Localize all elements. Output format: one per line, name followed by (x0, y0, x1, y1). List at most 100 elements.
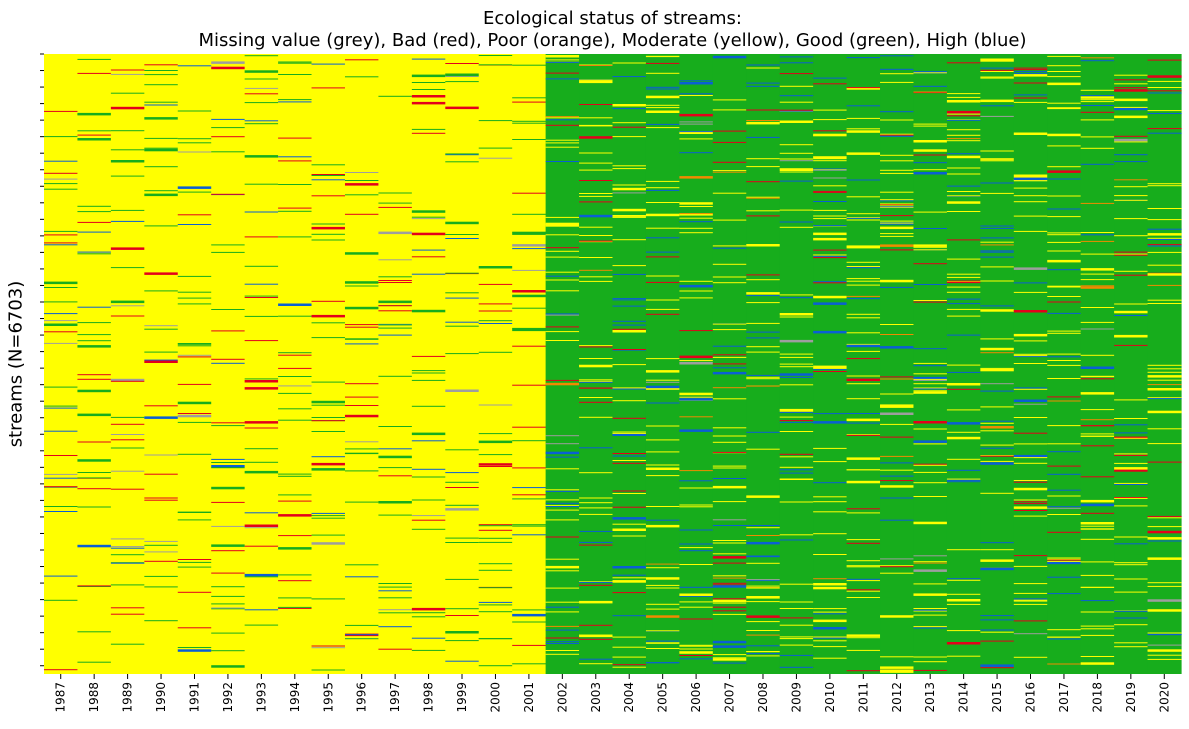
stream-stripe (478, 604, 513, 606)
stream-stripe (545, 279, 580, 281)
stream-stripe (880, 249, 915, 251)
stream-stripe (779, 313, 814, 316)
stream-stripe (445, 578, 480, 580)
stream-stripe (779, 376, 814, 378)
stream-stripe (880, 558, 915, 560)
stream-stripe (44, 287, 79, 288)
stream-stripe (612, 592, 647, 594)
stream-stripe (779, 666, 814, 668)
stream-stripe (813, 130, 848, 132)
stream-stripe (880, 111, 915, 113)
stream-stripe (645, 308, 680, 310)
stream-stripe (846, 422, 881, 424)
stream-stripe (545, 490, 580, 492)
stream-stripe (512, 498, 547, 500)
stream-stripe (679, 529, 714, 531)
stream-stripe (545, 139, 580, 141)
stream-stripe (77, 211, 112, 213)
stream-stripe (110, 209, 145, 211)
stream-stripe (645, 86, 680, 88)
stream-stripe (712, 658, 747, 661)
stream-stripe (579, 80, 614, 84)
stream-stripe (1047, 576, 1082, 578)
stream-stripe (579, 387, 614, 389)
stream-stripe (779, 73, 814, 75)
stream-stripe (846, 213, 881, 215)
stream-stripe (579, 358, 614, 359)
stream-stripe (679, 206, 714, 207)
stream-stripe (846, 57, 881, 59)
stream-stripe (1080, 378, 1115, 380)
stream-stripe (1147, 364, 1182, 366)
stream-stripe (779, 624, 814, 626)
stream-stripe (679, 213, 714, 215)
stream-stripe (177, 511, 212, 513)
stream-stripe (1047, 364, 1082, 366)
stream-stripe (77, 322, 112, 324)
stream-stripe (144, 473, 179, 475)
stream-stripe (545, 653, 580, 655)
stream-stripe (211, 608, 246, 610)
stream-stripe (144, 117, 179, 120)
stream-stripe (946, 315, 981, 317)
stream-stripe (846, 117, 881, 119)
stream-stripe (278, 475, 313, 477)
stream-stripe (946, 239, 981, 241)
stream-stripe (311, 164, 346, 166)
stream-stripe (1114, 344, 1149, 346)
stream-stripe (846, 670, 881, 672)
stream-stripe (1013, 355, 1048, 357)
stream-stripe (1147, 517, 1182, 519)
stream-stripe (278, 408, 313, 410)
stream-stripe (712, 610, 747, 612)
stream-stripe (110, 315, 145, 317)
stream-stripe (980, 99, 1015, 103)
stream-stripe (545, 570, 580, 572)
stream-stripe (1147, 644, 1182, 646)
stream-stripe (445, 76, 480, 77)
stream-stripe (880, 73, 915, 75)
stream-stripe (746, 82, 781, 84)
stream-stripe (679, 506, 714, 508)
stream-stripe (1013, 565, 1048, 567)
stream-stripe (746, 337, 781, 339)
stream-stripe (478, 283, 513, 285)
stream-stripe (1147, 219, 1182, 221)
stream-stripe (645, 110, 680, 113)
stream-stripe (1114, 624, 1149, 626)
stream-stripe (1080, 202, 1115, 204)
stream-stripe (144, 290, 179, 292)
stream-stripe (1147, 384, 1182, 386)
stream-stripe (1047, 166, 1082, 168)
stream-stripe (378, 334, 413, 336)
stream-stripe (512, 101, 547, 103)
stream-stripe (144, 101, 179, 103)
stream-stripe (913, 140, 948, 143)
stream-stripe (144, 64, 179, 66)
stream-stripe (813, 249, 848, 251)
stream-stripe (545, 509, 580, 511)
stream-stripe (712, 171, 747, 173)
stream-stripe (813, 201, 848, 202)
stream-stripe (1047, 65, 1082, 67)
x-tick-label: 1996 (355, 682, 369, 713)
stream-stripe (244, 427, 279, 429)
stream-stripe (746, 210, 781, 212)
stream-stripe (512, 644, 547, 646)
heatmap-column-1994 (278, 54, 313, 674)
stream-stripe (712, 501, 747, 503)
stream-stripe (612, 580, 647, 582)
stream-stripe (110, 92, 145, 94)
heatmap-column-1990 (144, 54, 179, 674)
stream-stripe (1114, 536, 1149, 538)
heatmap-column-2010 (813, 54, 848, 674)
stream-stripe (278, 367, 313, 369)
x-tick-label: 1990 (154, 682, 168, 713)
stream-stripe (77, 138, 112, 141)
stream-stripe (478, 454, 513, 456)
stream-stripe (278, 160, 313, 162)
stream-stripe (545, 61, 580, 63)
stream-stripe (813, 133, 848, 137)
stream-stripe (344, 576, 380, 578)
stream-stripe (110, 607, 145, 609)
